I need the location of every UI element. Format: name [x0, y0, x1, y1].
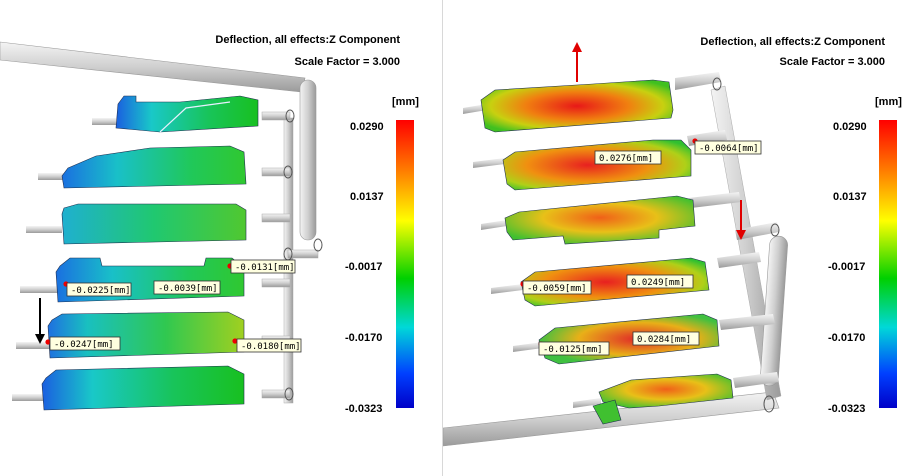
- left-callouts: -0.0131[mm] -0.0225[mm] -0.0039[mm] -0.0…: [45, 259, 302, 353]
- callout-text: -0.0247[mm]: [54, 340, 114, 350]
- callout-box: [153, 280, 221, 295]
- callout-text: -0.0131[mm]: [235, 263, 295, 273]
- callout-text: -0.0180[mm]: [241, 342, 301, 352]
- left-unit-label: [mm]: [392, 96, 419, 108]
- left-color-legend-bar: [396, 120, 414, 408]
- callout-text: -0.0039[mm]: [158, 284, 218, 294]
- callout-box: [522, 280, 592, 295]
- left-parts: [41, 95, 259, 411]
- callout-text: 0.0249[mm]: [631, 278, 685, 288]
- right-callouts: 0.0276[mm] -0.0064[mm] -0.0059[mm] 0.024…: [520, 138, 762, 356]
- left-legend-tick: 0.0137: [350, 191, 384, 203]
- left-scale-factor: Scale Factor = 3.000: [294, 56, 400, 68]
- right-model-render: 0.0276[mm] -0.0064[mm] -0.0059[mm] 0.024…: [443, 42, 788, 447]
- right-legend-tick: -0.0323: [828, 403, 866, 415]
- callout-text: 0.0276[mm]: [599, 154, 653, 164]
- right-legend-tick: -0.0170: [828, 332, 866, 344]
- callout-box: [49, 336, 121, 351]
- callout-text: -0.0125[mm]: [543, 345, 603, 355]
- left-legend-tick: -0.0170: [345, 332, 383, 344]
- left-model-render: -0.0131[mm] -0.0225[mm] -0.0039[mm] -0.0…: [0, 41, 323, 411]
- callout-box: [66, 282, 132, 297]
- left-legend-tick: -0.0017: [345, 261, 383, 273]
- callout-box: [632, 331, 700, 346]
- right-unit-label: [mm]: [875, 96, 902, 108]
- callout-box: [594, 150, 662, 165]
- callout-box: [694, 140, 762, 155]
- left-legend-tick: 0.0290: [350, 121, 384, 133]
- callout-box: [236, 338, 302, 353]
- right-result-view[interactable]: 0.0276[mm] -0.0064[mm] -0.0059[mm] 0.024…: [442, 0, 910, 476]
- callout-box: [230, 259, 296, 274]
- callout-text: -0.0064[mm]: [699, 144, 759, 154]
- right-parts: [480, 79, 734, 425]
- right-legend-tick: 0.0290: [833, 121, 867, 133]
- right-legend-tick: 0.0137: [833, 191, 867, 203]
- right-legend-tick: -0.0017: [828, 261, 866, 273]
- right-color-legend-bar: [879, 120, 897, 408]
- right-deflection-arrows: [572, 42, 746, 240]
- callout-text: 0.0284[mm]: [637, 335, 691, 345]
- left-plot-title: Deflection, all effects:Z Component: [215, 34, 400, 46]
- right-plot-title: Deflection, all effects:Z Component: [700, 36, 885, 48]
- callout-box: [538, 341, 610, 356]
- left-legend-tick: -0.0323: [345, 403, 383, 415]
- callout-text: -0.0225[mm]: [71, 286, 131, 296]
- callout-text: -0.0059[mm]: [527, 284, 587, 294]
- right-scale-factor: Scale Factor = 3.000: [779, 56, 885, 68]
- left-deflection-arrow: [35, 298, 45, 344]
- callout-box: [626, 274, 694, 289]
- left-result-view[interactable]: -0.0131[mm] -0.0225[mm] -0.0039[mm] -0.0…: [0, 0, 440, 476]
